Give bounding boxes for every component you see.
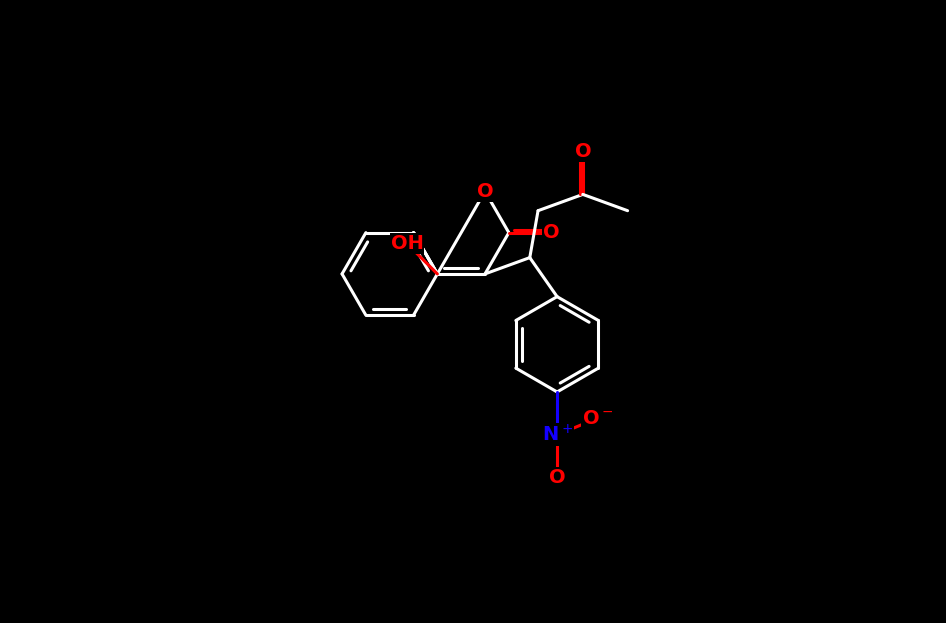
Text: O$^-$: O$^-$ — [582, 409, 613, 427]
Text: O: O — [477, 182, 493, 201]
Text: N$^+$: N$^+$ — [541, 424, 572, 445]
Text: OH: OH — [391, 234, 424, 253]
Text: O: O — [543, 223, 560, 242]
Text: O: O — [549, 468, 566, 487]
Text: O: O — [574, 142, 591, 161]
